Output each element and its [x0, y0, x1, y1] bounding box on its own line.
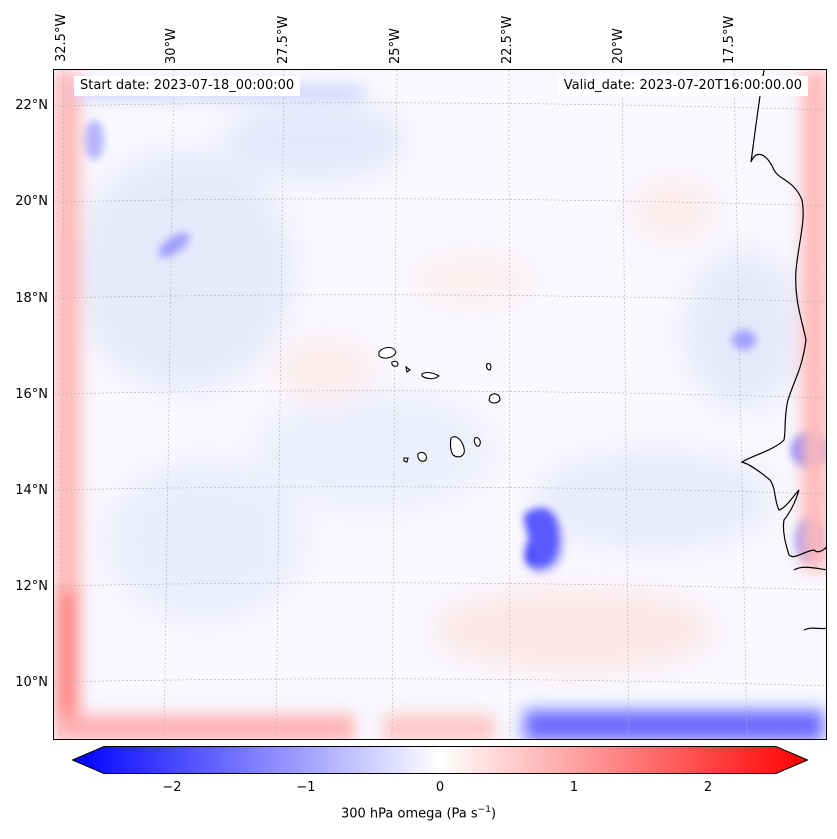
lon-label-27-5w: 27.5°W: [276, 15, 291, 64]
cbar-tick-label: −2: [162, 780, 182, 795]
lon-label-20w: 20°W: [611, 28, 626, 64]
colorbar-gradient: [71, 746, 809, 774]
weak-ascent-regions: [74, 100, 804, 620]
colorbar-ticks: −2 −1 0 1 2: [0, 776, 837, 796]
lon-label-22-5w: 22.5°W: [500, 15, 515, 64]
lat-label-22n: 22°N: [15, 98, 48, 113]
colorbar-label-text: 300 hPa omega (Pa s: [340, 806, 478, 822]
cbar-tick-label: 2: [703, 780, 713, 795]
lon-label-17-5w: 17.5°W: [722, 15, 737, 64]
lat-label-20n: 20°N: [15, 194, 48, 209]
start-date-label: Start date: 2023-07-18_00:00:00: [74, 76, 301, 96]
lat-label-14n: 14°N: [15, 483, 48, 498]
colorbar-label-close: ): [490, 806, 497, 822]
lat-label-16n: 16°N: [15, 387, 48, 402]
valid-date-label: Valid_date: 2023-07-20T16:00:00.00: [557, 76, 808, 96]
cape-verde-islands: [378, 346, 501, 463]
colorbar-label: 300 hPa omega (Pa s−1): [0, 805, 837, 821]
lon-label-30w: 30°W: [164, 28, 179, 64]
lon-label-25w: 25°W: [388, 28, 403, 64]
map-panel: Start date: 2023-07-18_00:00:00 Valid_da…: [53, 69, 827, 740]
colorbar-svg: [71, 746, 809, 777]
cbar-tick-label: 1: [569, 780, 579, 795]
colorbar: [71, 746, 809, 777]
omega-field-map: [54, 70, 826, 739]
lon-label-32-5w: 32.5°W: [54, 13, 69, 62]
lat-label-18n: 18°N: [15, 291, 48, 306]
lat-label-10n: 10°N: [15, 675, 48, 690]
cbar-tick-label: 0: [435, 780, 445, 795]
weak-descent-regions: [274, 180, 714, 670]
colorbar-label-exponent: −1: [477, 805, 491, 815]
cbar-tick-label: −1: [296, 780, 316, 795]
coastline: [740, 70, 826, 631]
lat-label-12n: 12°N: [15, 579, 48, 594]
